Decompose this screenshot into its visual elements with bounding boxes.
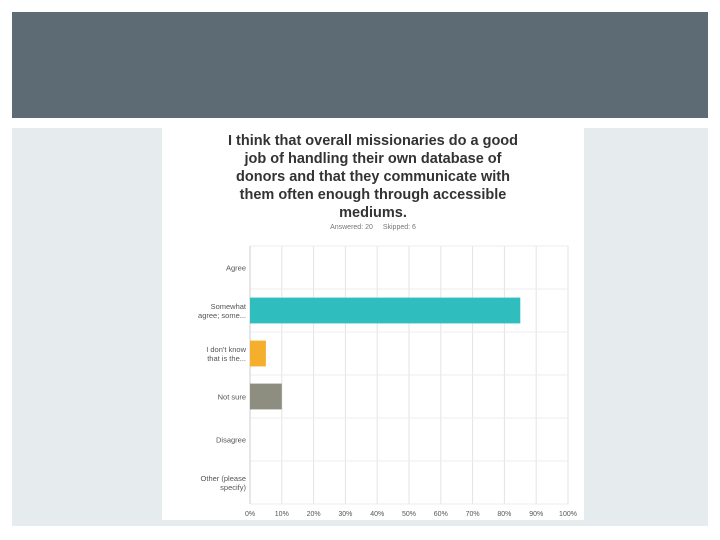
category-label: specify) <box>220 483 246 492</box>
bar <box>250 297 521 324</box>
bar <box>250 383 282 410</box>
x-tick-label: 20% <box>307 511 321 518</box>
category-label: Somewhat <box>211 302 247 311</box>
chart-title: I think that overall missionaries do a g… <box>162 132 584 222</box>
category-label: Other (please <box>201 474 246 483</box>
x-tick-label: 30% <box>338 511 352 518</box>
x-tick-label: 70% <box>466 511 480 518</box>
chart-title-line: them often enough through accessible <box>239 187 507 203</box>
x-tick-label: 80% <box>497 511 511 518</box>
x-tick-label: 10% <box>275 511 289 518</box>
x-tick-label: 60% <box>434 511 448 518</box>
category-label: Agree <box>226 264 246 273</box>
category-label: that is the... <box>207 354 246 363</box>
x-tick-label: 90% <box>529 511 543 518</box>
x-tick-label: 40% <box>370 511 384 518</box>
chart-card: I think that overall missionaries do a g… <box>162 128 584 520</box>
chart-title-line: mediums. <box>339 205 407 221</box>
bar <box>250 340 266 367</box>
category-label: agree; some... <box>198 311 246 320</box>
category-label: I don't know <box>206 345 246 354</box>
survey-stats: Answered: 20 Skipped: 6 <box>162 224 584 231</box>
x-tick-label: 0% <box>245 511 255 518</box>
answered-count: Answered: 20 <box>330 224 373 231</box>
chart-title-line: job of handling their own database of <box>244 151 502 167</box>
category-label: Not sure <box>218 393 246 402</box>
x-tick-label: 100% <box>559 511 577 518</box>
slide-header-band <box>12 12 708 118</box>
x-tick-label: 50% <box>402 511 416 518</box>
skipped-count: Skipped: 6 <box>382 224 416 231</box>
chart-title-line: donors and that they communicate with <box>236 169 510 185</box>
chart-title-line: I think that overall missionaries do a g… <box>227 133 519 149</box>
category-label: Disagree <box>216 436 246 445</box>
